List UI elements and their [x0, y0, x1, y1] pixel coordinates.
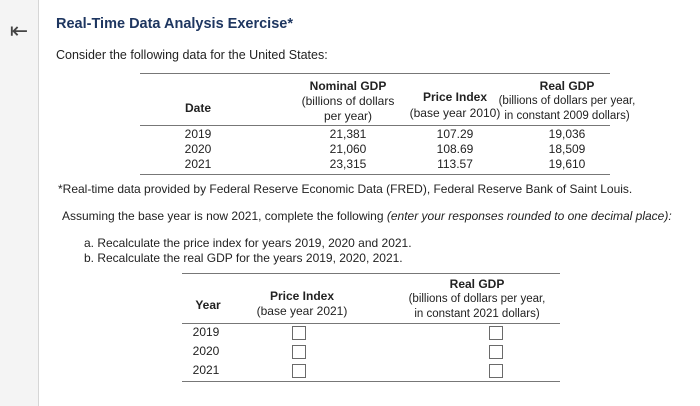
header-date: Date — [184, 101, 211, 115]
table-bottom-rule — [140, 174, 610, 175]
header-rule — [182, 323, 560, 324]
table-bottom-rule — [182, 381, 560, 382]
header-nominal-unit-1: (billions of dollars — [301, 94, 395, 108]
real-gdp-2019-input[interactable] — [489, 326, 503, 340]
price-index-2020-input[interactable] — [292, 345, 306, 359]
header-price-base: (base year 2010) — [409, 106, 501, 120]
header-real-unit-1: (billions of dollars per year, — [498, 95, 636, 107]
header-real-unit-1: (billions of dollars per year, — [408, 293, 546, 305]
task-a: a. Recalculate the price index for years… — [84, 236, 412, 250]
table-top-rule — [182, 273, 560, 274]
header-year: Year — [195, 298, 221, 312]
header-price-index: Price Index — [422, 90, 488, 104]
assumption-text: Assuming the base year is now 2021, comp… — [62, 209, 672, 223]
header-real-unit-2: in constant 2021 dollars) — [414, 308, 540, 320]
collapse-left-arrow-icon[interactable]: ⇤ — [9, 18, 29, 43]
footnote: *Real-time data provided by Federal Rese… — [58, 182, 633, 196]
real-gdp-2020-input[interactable] — [489, 345, 503, 359]
real-gdp-2021-input[interactable] — [489, 364, 503, 378]
header-nominal-gdp: Nominal GDP — [309, 79, 387, 93]
left-rail: ⇤ — [0, 0, 39, 406]
price-index-2019-input[interactable] — [292, 326, 306, 340]
intro-text: Consider the following data for the Unit… — [56, 48, 328, 62]
table-top-rule — [140, 73, 610, 74]
header-real-gdp: Real GDP — [539, 79, 595, 93]
header-price-base: (base year 2021) — [256, 304, 348, 318]
exercise-title: Real-Time Data Analysis Exercise* — [56, 16, 293, 32]
answer-table: Year Price Index (base year 2021) Real G… — [182, 273, 560, 383]
header-real-unit-2: in constant 2009 dollars) — [504, 110, 630, 122]
header-rule — [140, 125, 610, 126]
price-index-2021-input[interactable] — [292, 364, 306, 378]
header-real-gdp: Real GDP — [449, 277, 505, 291]
header-nominal-unit-2: per year) — [323, 109, 373, 123]
exercise-panel: Real-Time Data Analysis Exercise* Consid… — [38, 0, 700, 406]
task-b: b. Recalculate the real GDP for the year… — [84, 251, 403, 265]
header-price-index: Price Index — [269, 289, 335, 303]
given-data-table: Date Nominal GDP (billions of dollars pe… — [140, 73, 635, 176]
